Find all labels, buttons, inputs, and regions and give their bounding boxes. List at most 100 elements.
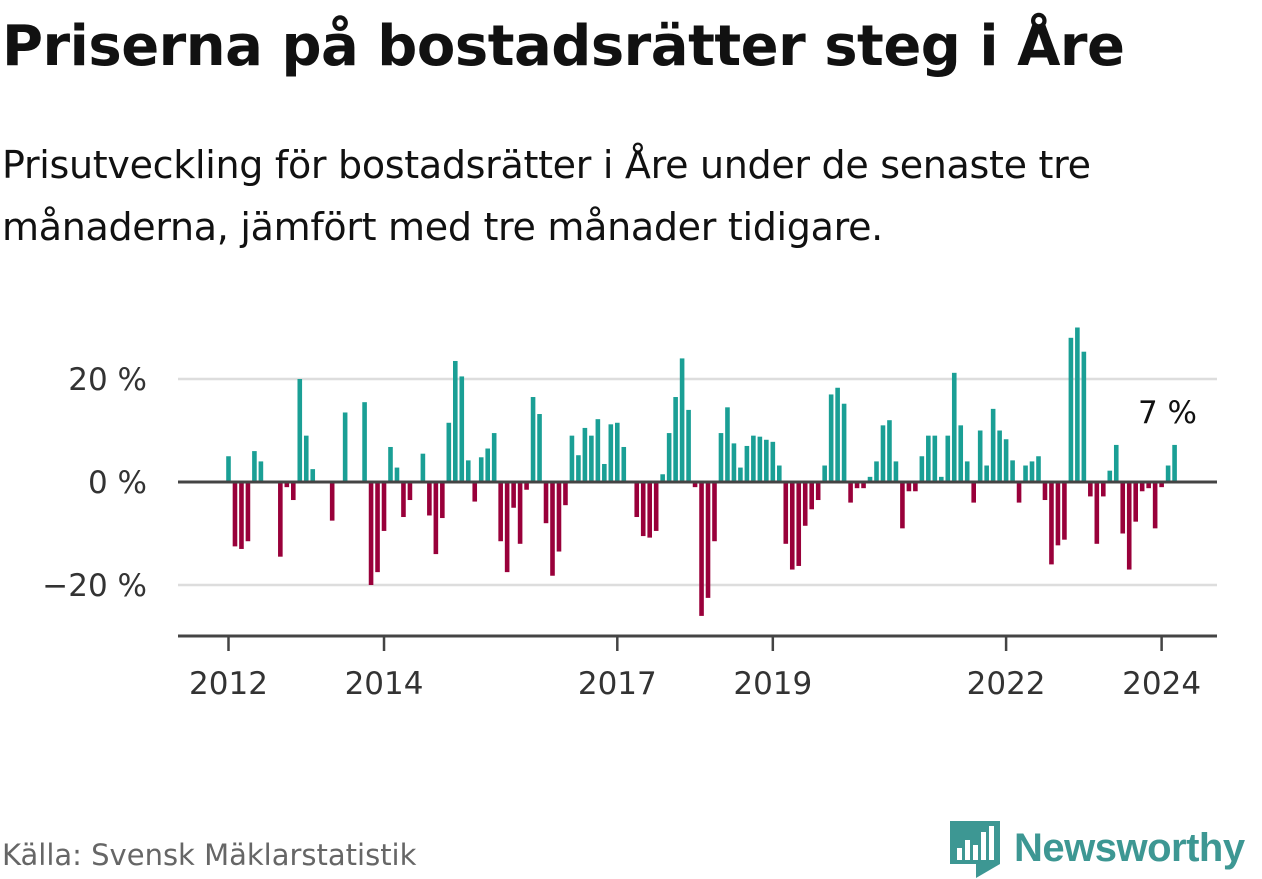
- bar: [809, 482, 814, 510]
- bar: [543, 482, 549, 524]
- bar: [945, 435, 951, 482]
- bar: [990, 408, 996, 482]
- bar: [977, 430, 983, 482]
- bar: [381, 482, 387, 531]
- bar: [802, 482, 808, 526]
- bar: [1036, 456, 1041, 482]
- x-tick-label: 2014: [345, 666, 424, 702]
- bar: [530, 397, 536, 482]
- bar: [303, 435, 309, 482]
- bar: [576, 455, 581, 482]
- bar: [589, 435, 594, 482]
- bar: [951, 372, 957, 482]
- newsworthy-logo-icon: [950, 821, 1000, 878]
- bar: [705, 482, 711, 598]
- bar: [841, 403, 847, 482]
- bar: [822, 465, 827, 482]
- bar: [362, 402, 367, 483]
- bar-chart: −20 % 0 % 20 % 2012 2014 2017 2019 2022 2024 7 …: [42, 327, 1217, 702]
- bar: [245, 482, 251, 542]
- bar: [640, 482, 646, 537]
- bar: [725, 407, 730, 482]
- bar: [1165, 465, 1171, 482]
- bar: [647, 482, 652, 538]
- bar: [1075, 327, 1080, 482]
- bar: [310, 469, 316, 483]
- bar: [491, 433, 497, 482]
- bar: [278, 482, 283, 557]
- bar: [1126, 482, 1132, 570]
- bar: [550, 482, 555, 576]
- bar: [893, 461, 899, 482]
- gridlines: [178, 377, 1217, 587]
- bar: [1081, 351, 1087, 482]
- bar: [666, 433, 672, 482]
- bar: [867, 476, 873, 482]
- newsworthy-logo: Newsworthy: [950, 818, 1245, 878]
- bar: [446, 422, 452, 482]
- bar: [407, 482, 413, 501]
- source-note: Källa: Svensk Mäklarstatistik: [2, 838, 417, 872]
- bar: [1146, 482, 1151, 489]
- bar: [1049, 482, 1054, 565]
- bar: [1055, 482, 1061, 546]
- bar: [997, 430, 1002, 482]
- bar: [874, 461, 879, 482]
- bar: [1152, 482, 1158, 529]
- bar: [342, 412, 348, 483]
- bar: [433, 482, 439, 555]
- bar: [796, 482, 802, 566]
- bar: [517, 482, 523, 544]
- bar: [511, 482, 516, 508]
- bar: [537, 414, 542, 482]
- bar: [777, 465, 782, 482]
- bar: [634, 482, 640, 518]
- bar: [465, 460, 471, 482]
- chart-subtitle: Prisutveckling för bostadsrätter i Åre u…: [2, 143, 1091, 249]
- bar: [1029, 461, 1035, 482]
- bar: [563, 482, 568, 506]
- bar: [1003, 439, 1009, 482]
- bar: [1159, 482, 1164, 488]
- bar: [964, 461, 970, 482]
- bar: [932, 435, 938, 482]
- y-tick-label: 20 %: [68, 362, 147, 398]
- bar: [252, 451, 257, 482]
- bar: [375, 482, 380, 573]
- bar: [1088, 482, 1093, 497]
- bar: [880, 425, 886, 482]
- y-tick-label: −20 %: [42, 568, 147, 604]
- bar: [394, 467, 400, 482]
- bar: [764, 439, 769, 482]
- bar: [679, 358, 685, 482]
- bar: [291, 482, 296, 501]
- bar: [751, 435, 756, 482]
- bar: [835, 387, 840, 482]
- bar: [848, 482, 853, 503]
- bar: [1107, 470, 1113, 482]
- bar: [368, 482, 374, 585]
- bar: [744, 445, 750, 482]
- last-value-annotation: 7 %: [1138, 395, 1197, 431]
- bar: [1023, 465, 1028, 482]
- bar: [913, 482, 918, 492]
- bar: [420, 453, 426, 483]
- bar: [472, 482, 478, 502]
- bar: [757, 436, 763, 482]
- bar: [861, 482, 866, 489]
- bar: [297, 379, 303, 482]
- brand-name: Newsworthy: [1014, 825, 1245, 870]
- bar: [660, 474, 665, 482]
- bar: [459, 376, 465, 483]
- bar: [485, 448, 490, 482]
- bar: [828, 394, 834, 482]
- x-tick-label: 2022: [967, 666, 1046, 702]
- bar: [498, 482, 503, 542]
- bar: [854, 482, 860, 489]
- bar: [783, 482, 789, 544]
- bars: [178, 327, 1217, 616]
- bar: [686, 409, 691, 482]
- bar: [453, 360, 458, 483]
- bar: [1062, 482, 1067, 540]
- bar: [926, 435, 931, 482]
